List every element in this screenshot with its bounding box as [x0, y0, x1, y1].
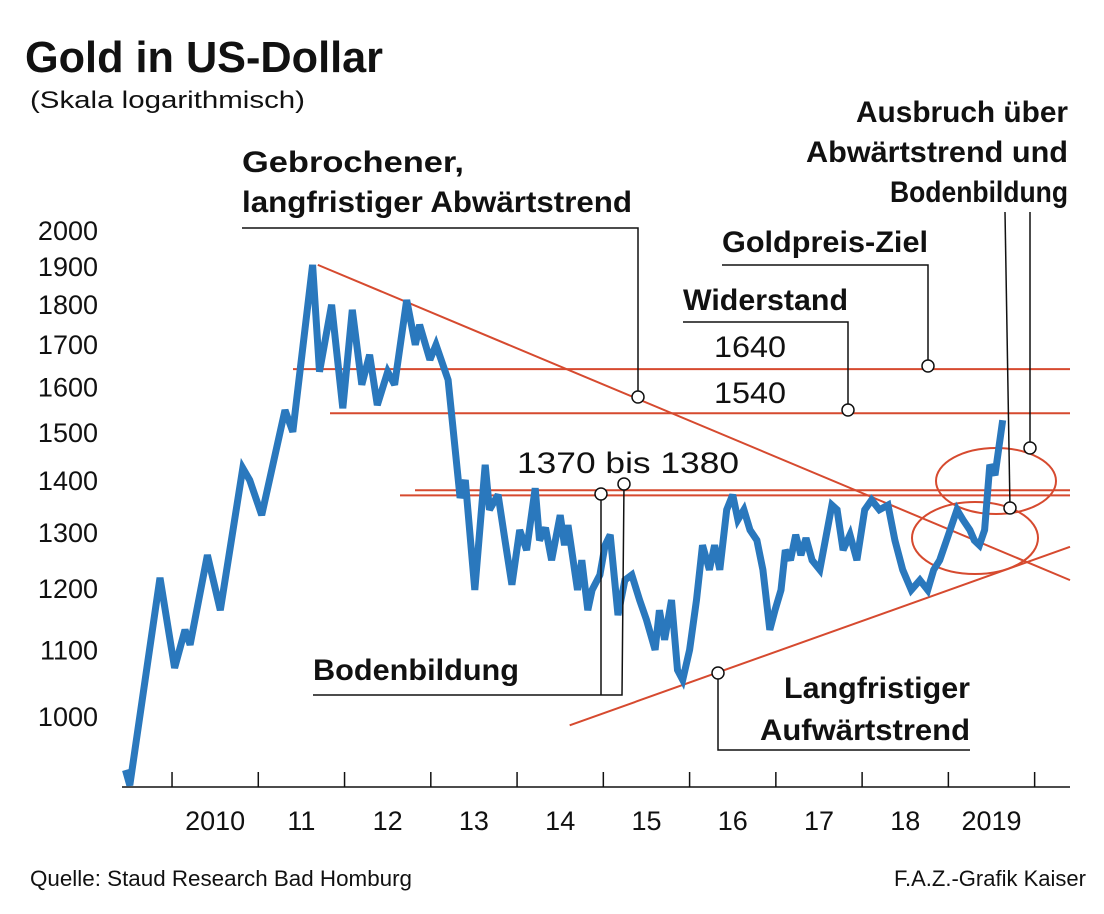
callout-dot — [617, 477, 631, 491]
annotation: langfristiger Abwärtstrend — [242, 186, 632, 219]
x-tick-label: 12 — [373, 806, 403, 836]
leader-line — [313, 483, 625, 696]
y-tick-label: 2000 — [38, 216, 98, 246]
callout-dot — [711, 666, 725, 680]
source: Quelle: Staud Research Bad Homburg — [30, 866, 412, 891]
y-tick-label: 1300 — [38, 518, 98, 548]
annotation: Bodenbildung — [313, 654, 519, 687]
x-tick-label: 15 — [631, 806, 661, 836]
x-tick-label: 13 — [459, 806, 489, 836]
y-tick-label: 1900 — [38, 252, 98, 282]
annotation: Ausbruch über — [856, 96, 1068, 129]
leader-line — [717, 673, 970, 751]
leader-line — [683, 321, 849, 410]
credit: F.A.Z.-Grafik Kaiser — [894, 866, 1086, 891]
annotation: Goldpreis-Ziel — [722, 226, 928, 259]
x-tick-label: 14 — [545, 806, 575, 836]
leader-line — [1004, 211, 1011, 509]
callouts: Gebrochener, langfristiger Abwärtstrend … — [242, 96, 1068, 751]
callout-dot — [1023, 441, 1037, 455]
chart-subtitle: (Skala logarithmisch) — [30, 87, 305, 114]
reference-label: 1540 — [714, 377, 786, 410]
callout-dot — [921, 359, 935, 373]
plot-area: 1000 1100 1200 1300 1400 1500 1600 1700 1800 1900… — [38, 216, 1071, 836]
callout-dot — [594, 487, 608, 501]
leader-line — [722, 264, 929, 366]
y-tick-label: 1200 — [38, 574, 98, 604]
x-tick-label: 2010 — [185, 806, 245, 836]
trend-line — [569, 545, 1071, 727]
leader-line — [242, 227, 639, 397]
annotation: Abwärtstrend und — [806, 136, 1068, 169]
highlight-ellipse — [911, 501, 1039, 575]
callout-dot — [841, 403, 855, 417]
y-tick-label: 1500 — [38, 418, 98, 448]
x-tick-label: 2019 — [961, 806, 1021, 836]
annotation: Bodenbildung — [890, 176, 1068, 209]
callout-dot — [1003, 501, 1017, 515]
y-tick-label: 1100 — [40, 635, 98, 665]
x-tick-label: 17 — [804, 806, 834, 836]
annotation: Widerstand — [683, 284, 848, 317]
reference-label: 1640 — [714, 331, 786, 364]
x-tick-label: 16 — [718, 806, 748, 836]
annotation: Gebrochener, — [242, 146, 464, 179]
chart-title: Gold in US-Dollar — [25, 33, 383, 82]
annotation: Aufwärtstrend — [760, 714, 970, 747]
annotation: Langfristiger — [784, 672, 970, 705]
x-tick-label: 18 — [890, 806, 920, 836]
price-line — [122, 264, 1007, 787]
y-tick-label: 1600 — [38, 372, 98, 402]
y-tick-label: 1700 — [38, 330, 98, 360]
y-tick-label: 1800 — [38, 290, 98, 320]
y-tick-label: 1400 — [38, 466, 98, 496]
trend-line — [317, 263, 1071, 582]
callout-dot — [631, 390, 645, 404]
annotation: 1370 bis 1380 — [517, 447, 739, 480]
x-tick-label: 11 — [287, 806, 315, 836]
y-tick-label: 1000 — [38, 702, 98, 732]
